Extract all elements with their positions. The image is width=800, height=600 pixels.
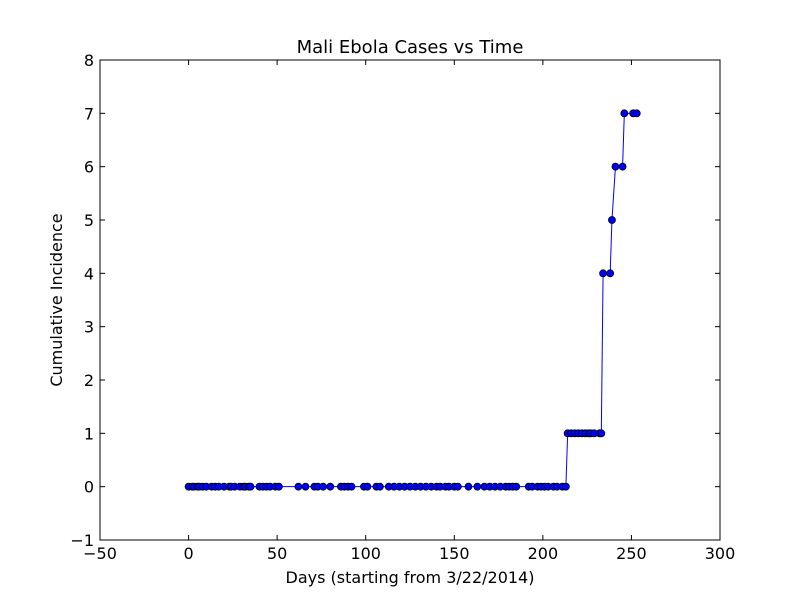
data-point — [453, 482, 462, 491]
x-tick-label: 100 — [350, 544, 381, 563]
chart-title: Mali Ebola Cases vs Time — [297, 37, 524, 58]
x-tick-label: 200 — [528, 544, 559, 563]
y-tick-label: 3 — [84, 318, 94, 337]
y-tick-label: 7 — [84, 104, 94, 123]
x-tick-label: 250 — [616, 544, 647, 563]
data-point — [606, 269, 615, 278]
data-point — [473, 482, 482, 491]
data-point — [275, 482, 283, 491]
data-point — [246, 482, 255, 491]
y-tick-label: 4 — [84, 264, 94, 283]
y-axis-label: Cumulative Incidence — [47, 213, 66, 386]
y-tick-label: −1 — [70, 531, 94, 550]
data-point — [561, 482, 570, 491]
data-point — [597, 429, 606, 438]
data-point — [608, 216, 616, 224]
x-tick-label: 50 — [267, 544, 287, 563]
data-point — [611, 162, 620, 171]
data-point — [464, 482, 473, 491]
y-tick-label: 2 — [84, 371, 94, 390]
data-point — [618, 162, 627, 171]
y-tick-label: 5 — [84, 211, 94, 230]
data-point — [375, 482, 384, 491]
data-point — [599, 269, 607, 278]
x-tick-label: 300 — [705, 544, 736, 563]
x-tick-label: 0 — [183, 544, 193, 563]
x-tick-label: 150 — [439, 544, 470, 563]
y-tick-label: 8 — [84, 51, 94, 70]
data-point — [363, 482, 372, 491]
data-point — [347, 482, 356, 491]
data-point — [319, 482, 328, 491]
data-point — [326, 482, 335, 491]
x-axis-label: Days (starting from 3/22/2014) — [286, 568, 535, 587]
data-point — [620, 109, 629, 118]
data-point — [301, 482, 310, 491]
y-tick-label: 0 — [84, 478, 94, 497]
data-point — [632, 109, 641, 118]
x-tick-label: −50 — [83, 544, 117, 563]
y-tick-label: 6 — [84, 158, 94, 177]
y-tick-label: 1 — [84, 424, 94, 443]
data-point — [294, 482, 303, 491]
plot-frame — [99, 59, 721, 541]
data-point — [512, 482, 521, 491]
